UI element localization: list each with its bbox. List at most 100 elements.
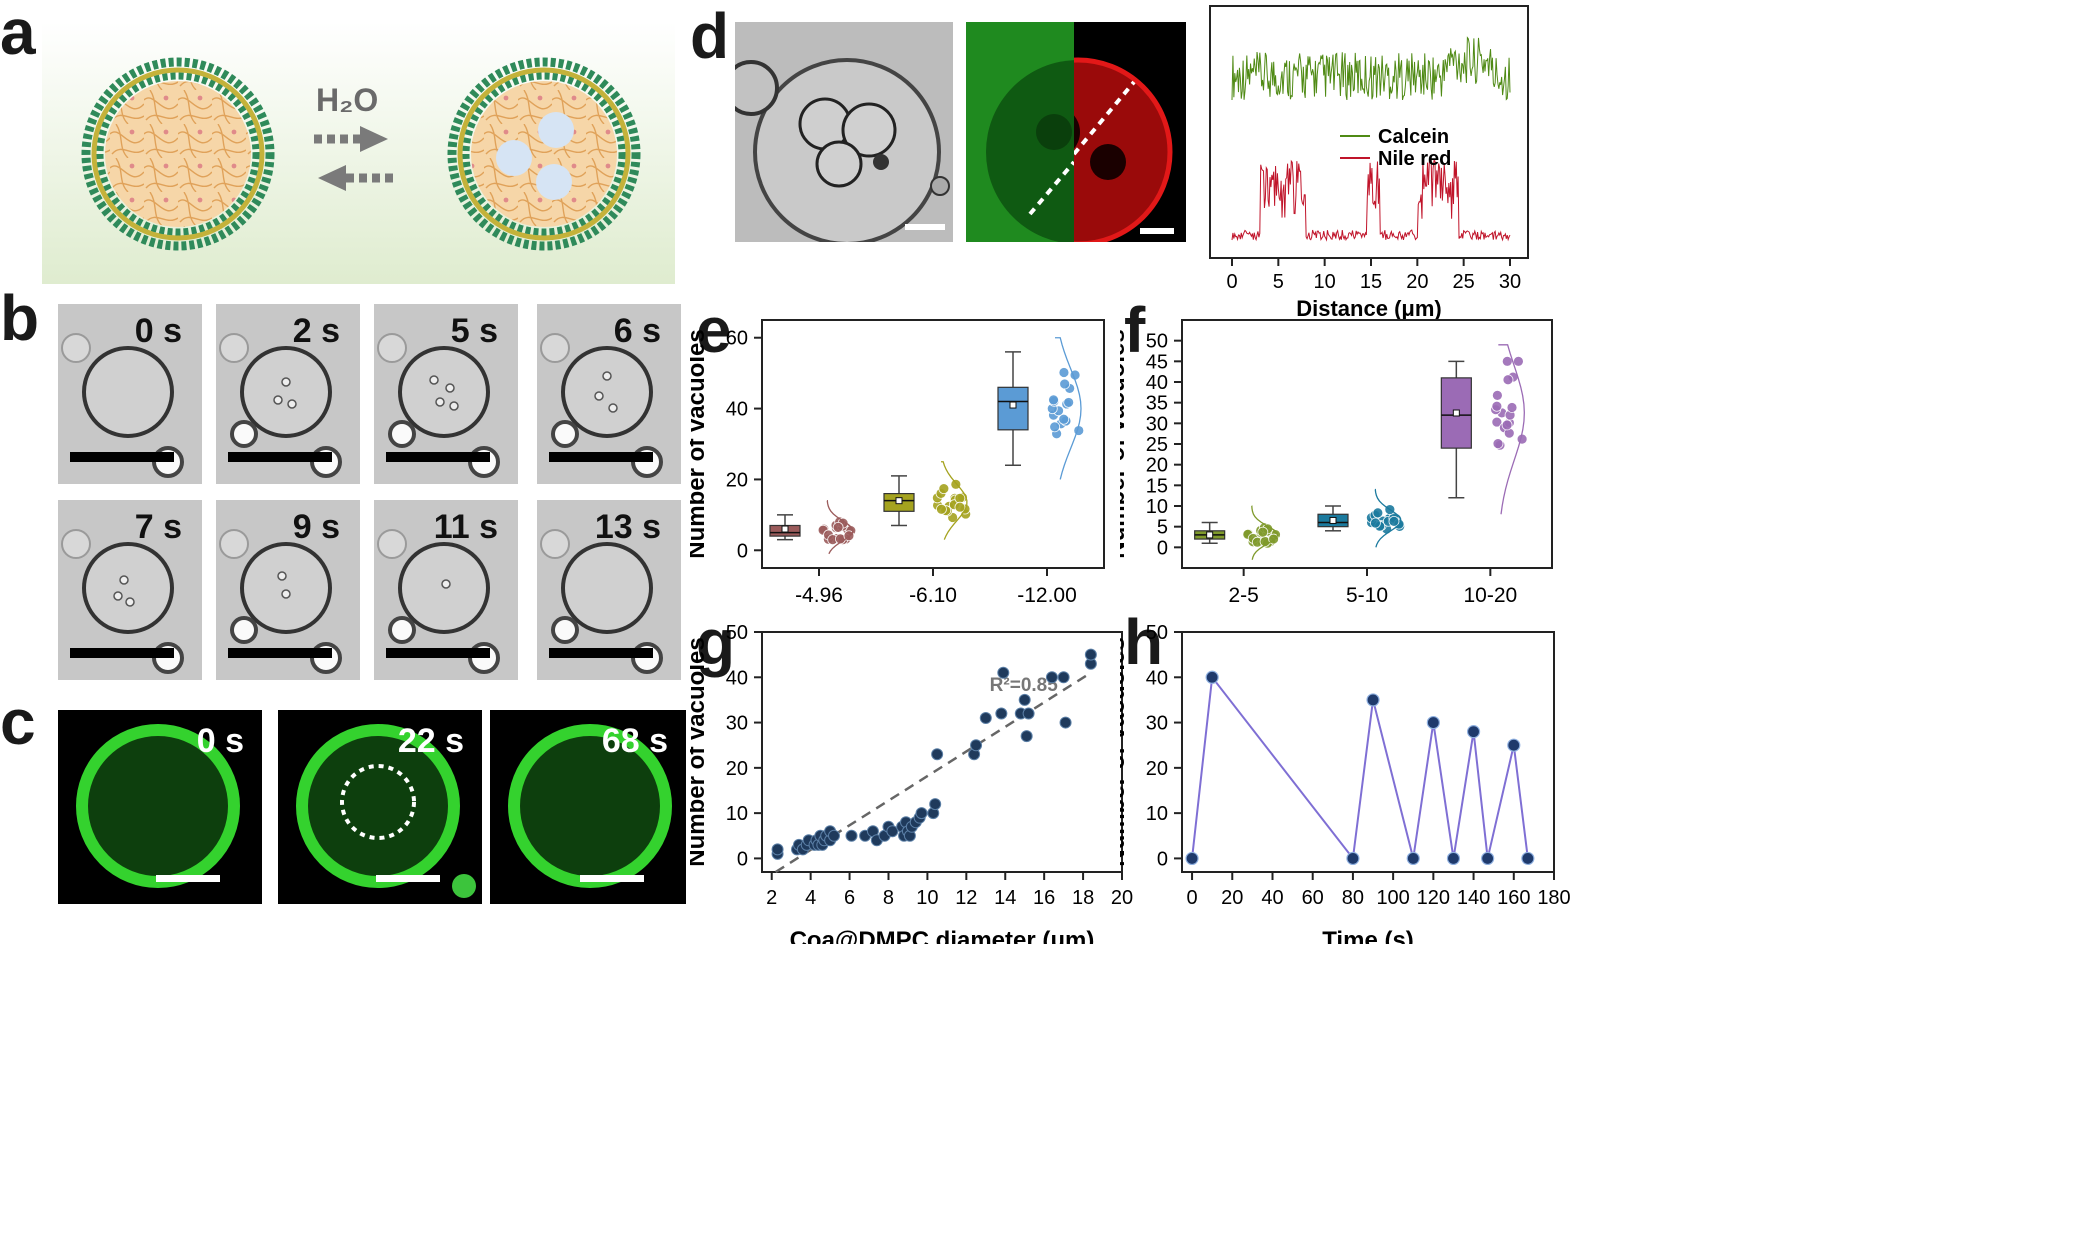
x-tick-label: 10: [1314, 271, 1336, 293]
timelapse-frame: 7 s: [58, 500, 202, 680]
x-tick-label: 30: [1499, 271, 1521, 293]
plot-frame: [761, 631, 1123, 873]
plot-frame: [761, 319, 1105, 569]
scatter-point: [845, 829, 858, 842]
frame-time-label: 68 s: [601, 722, 668, 760]
vesicle-left: [81, 57, 275, 251]
nile-red-image: [1074, 22, 1186, 242]
y-tick-label: 50: [1146, 622, 1168, 644]
x-tick-label: 160: [1497, 887, 1530, 909]
x-tick-label: 8: [883, 887, 894, 909]
arrow-forward-icon: [314, 126, 388, 152]
line-point: [1406, 851, 1420, 866]
y-tick-label: 10: [1146, 803, 1168, 825]
data-point: [1501, 355, 1513, 367]
x-tick-label: 16: [1033, 887, 1055, 909]
frame-time-label: 5 s: [450, 312, 498, 350]
data-point: [1370, 517, 1381, 529]
data-point: [1063, 397, 1075, 408]
scale-bar: [386, 452, 490, 462]
data-point: [1492, 438, 1504, 449]
line-profile-dashed-left: [1028, 160, 1074, 216]
panel-label-b: b: [0, 282, 40, 354]
y-tick-label: 40: [726, 667, 748, 689]
line-point: [1446, 851, 1461, 866]
panel-label-g: g: [696, 606, 736, 678]
x-axis-label: Time (s): [1322, 927, 1414, 944]
y-tick-label: 50: [726, 622, 748, 644]
timelapse-frame: 13 s: [537, 500, 681, 680]
frame-time-label: 0 s: [134, 312, 182, 350]
y-axis-label: Number of vacuoles: [690, 329, 710, 558]
plot-frame: [1209, 5, 1529, 259]
x-tick-label: 5-10: [1346, 584, 1388, 607]
y-tick-label: 25: [1146, 434, 1168, 456]
data-point: [1257, 526, 1269, 538]
line-point: [1346, 851, 1360, 866]
x-tick-label: 80: [1342, 887, 1364, 909]
panel-label-c: c: [0, 686, 36, 758]
y-tick-label: 10: [1146, 496, 1168, 518]
y-tick-label: 40: [1146, 667, 1168, 689]
scale-bar: [376, 875, 440, 882]
r-squared-annotation: R²=0.85: [990, 675, 1059, 696]
scatter-point: [1059, 716, 1072, 729]
scatter-point: [1020, 730, 1033, 743]
x-tick-label: 2: [766, 887, 777, 909]
y-tick-label: 0: [737, 848, 748, 870]
x-axis-label: Coa@DMPC diameter (μm): [790, 927, 1095, 944]
series-line: [1191, 674, 1529, 861]
y-tick-label: 0: [1157, 848, 1168, 870]
line-point: [1521, 851, 1535, 866]
scale-bar: [549, 452, 653, 462]
scatter-point: [997, 666, 1010, 679]
panel-label-h: h: [1124, 606, 1164, 678]
density-curve: [1251, 505, 1279, 560]
panel-label-e: e: [696, 294, 732, 366]
data-point: [954, 501, 966, 513]
scatter-point: [931, 748, 944, 761]
scale-bar: [70, 648, 174, 658]
box: [997, 386, 1029, 431]
water-label: H₂O: [316, 82, 379, 118]
data-point: [1513, 355, 1524, 367]
y-tick-label: 40: [726, 399, 748, 421]
data-point: [954, 492, 966, 504]
scatter-point: [995, 707, 1008, 720]
scatter-point: [929, 798, 942, 811]
scale-bar: [549, 648, 653, 658]
x-tick-label: 0: [1226, 271, 1237, 293]
y-tick-label: 20: [1146, 455, 1168, 477]
x-tick-label: 120: [1417, 887, 1450, 909]
fit-line: [774, 671, 1092, 874]
panel-label-a: a: [0, 0, 36, 68]
x-tick-label: 20: [1111, 887, 1133, 909]
panel-label-f: f: [1124, 294, 1146, 366]
data-point: [1491, 390, 1503, 401]
y-axis-label: Number of vacuoles: [1120, 329, 1130, 558]
data-point: [1491, 400, 1503, 412]
chart-e-osmotic: Osmotic pressure (kPa)Number of vacuoles…: [690, 319, 1105, 607]
y-tick-label: 15: [1146, 475, 1168, 497]
frame-time-label: 7 s: [134, 508, 182, 546]
frame-time-label: 22 s: [397, 722, 464, 760]
arrow-back-icon: [318, 165, 398, 191]
timelapse-frame: 2 s: [216, 304, 360, 484]
line-point: [1185, 851, 1199, 866]
y-tick-label: 0: [737, 540, 748, 562]
scale-bar: [580, 875, 644, 882]
density-curve: [826, 500, 854, 555]
legend-label-nile-red: Nile red: [1378, 148, 1451, 170]
scatter-point: [771, 843, 784, 856]
data-point: [1048, 394, 1059, 406]
y-tick-label: 5: [1157, 517, 1168, 539]
x-tick-label: 14: [994, 887, 1016, 909]
mean-marker: [1009, 401, 1017, 409]
scale-bar: [386, 648, 490, 658]
y-axis-label: Number of vacuoles: [1120, 637, 1130, 866]
scale-bar: [228, 452, 332, 462]
chart-f-diameter: Coa@DMPC diameter (μm)Number of vacuoles…: [1120, 319, 1553, 607]
panel-label-d: d: [690, 0, 730, 72]
timelapse-frame: 11 s: [374, 500, 518, 680]
calcein-trace: [1231, 36, 1511, 101]
